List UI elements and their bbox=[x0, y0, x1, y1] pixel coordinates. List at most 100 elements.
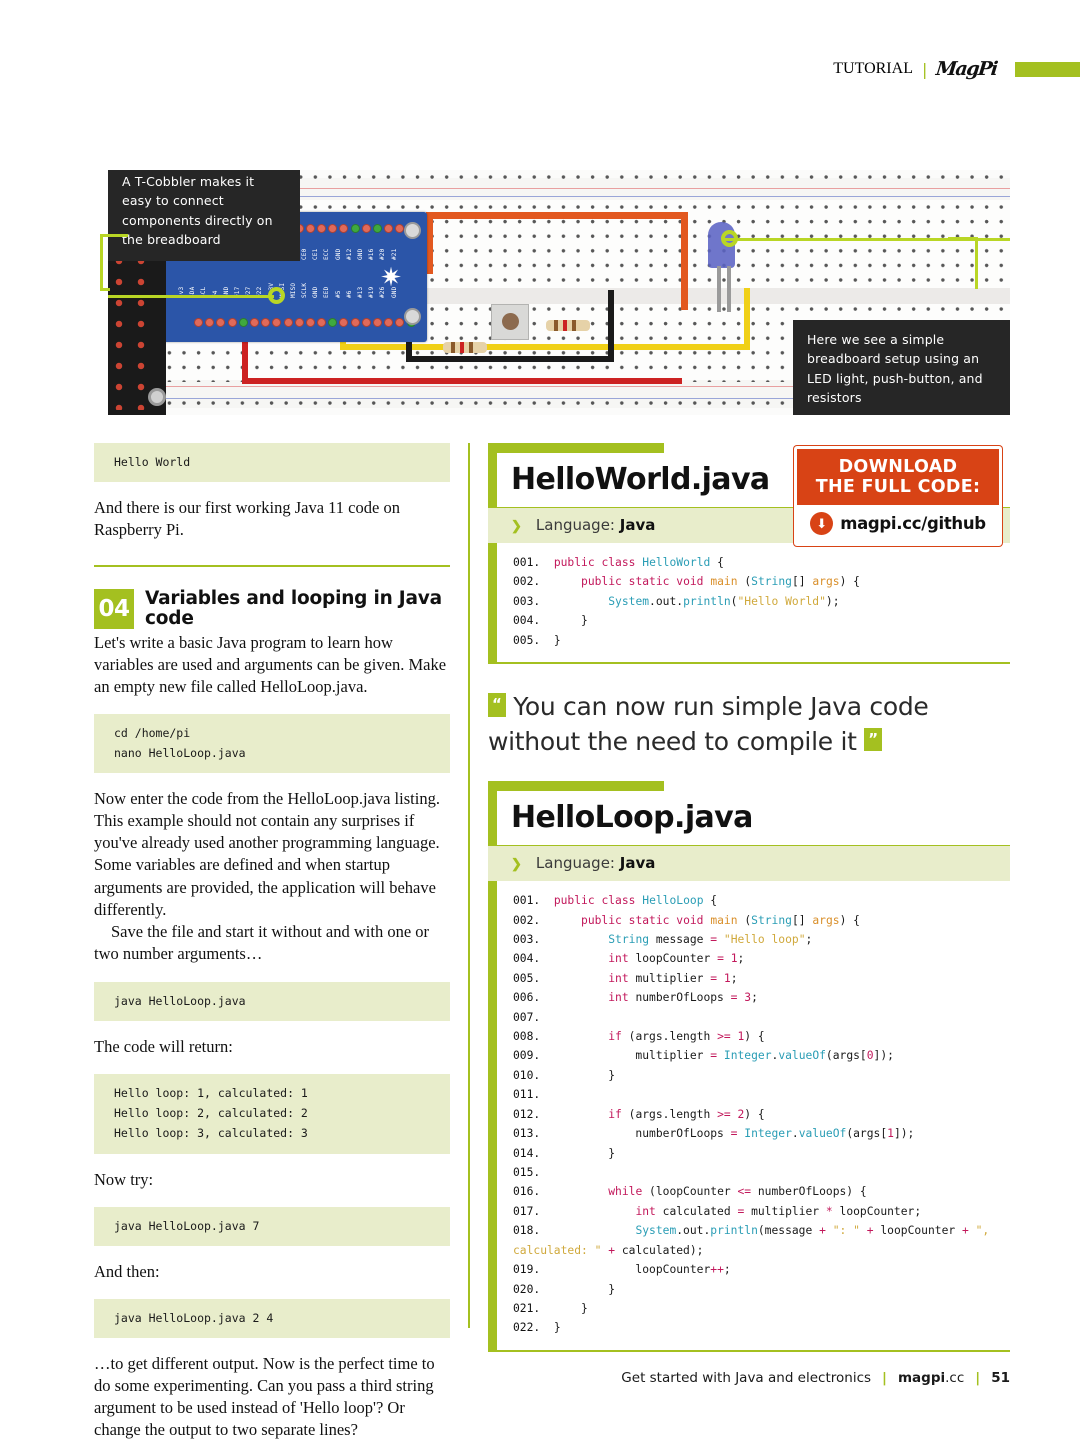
download-badge[interactable]: DOWNLOAD THE FULL CODE: ⬇ magpi.cc/githu… bbox=[794, 446, 1002, 547]
listing-left-bar-2 bbox=[488, 791, 497, 846]
wire-orange-horizontal bbox=[426, 212, 688, 219]
chevron-right-icon-2: ❯ bbox=[511, 855, 522, 871]
wire-yellow-horizontal bbox=[340, 344, 750, 350]
push-button-cap bbox=[502, 313, 519, 330]
cobbler-pin-row-bottom bbox=[194, 318, 420, 329]
page-footer: Get started with Java and electronics | … bbox=[0, 1370, 1080, 1386]
leader-line-left bbox=[108, 295, 274, 298]
command-run-helloloop-2-4: java HelloLoop.java 2 4 bbox=[94, 1298, 450, 1339]
download-title-line2: THE FULL CODE: bbox=[815, 476, 981, 497]
listing-top-tab bbox=[488, 443, 664, 453]
footer-separator-2: | bbox=[975, 1370, 981, 1386]
output-hello-loop: Hello loop: 1, calculated: 1 Hello loop:… bbox=[94, 1074, 450, 1154]
resistor-1-band-2 bbox=[563, 320, 567, 331]
language-value-label: Java bbox=[619, 516, 656, 534]
push-button bbox=[491, 304, 529, 340]
step-title: Variables and looping in Java code bbox=[145, 587, 442, 630]
wire-yellow-up bbox=[744, 288, 750, 350]
para-first-working-code: And there is our first working Java 11 c… bbox=[94, 498, 400, 540]
download-title-line1: DOWNLOAD bbox=[838, 457, 958, 477]
footer-site-rest: .cc bbox=[945, 1370, 965, 1386]
wire-black-horizontal bbox=[406, 356, 614, 362]
hole-row-rail-top bbox=[108, 174, 1010, 188]
cobbler-screw-bottom bbox=[404, 308, 421, 325]
language-prefix-label-2: Language: bbox=[535, 854, 615, 873]
step-04: 04 Variables and looping in Java code bbox=[94, 587, 450, 630]
command-run-helloloop-7: java HelloLoop.java 7 bbox=[94, 1206, 450, 1246]
listing-top-tab-2 bbox=[488, 781, 664, 792]
quote-open-icon: “ bbox=[488, 693, 506, 717]
output-hello-world: Hello World bbox=[94, 443, 450, 483]
wire-black-up bbox=[608, 290, 614, 362]
listing-helloworld: HelloWorld.java ❯ Language: Java 001. pu… bbox=[488, 443, 1010, 665]
download-icon: ⬇ bbox=[810, 512, 834, 536]
language-value-label-2: Java bbox=[619, 854, 656, 873]
right-column: HelloWorld.java ❯ Language: Java 001. pu… bbox=[488, 443, 1010, 1352]
resistor-1-band-1 bbox=[554, 320, 558, 331]
cobbler-screw-top bbox=[404, 222, 421, 239]
header-accent-bar bbox=[1015, 61, 1080, 77]
leader-bracket-right-top bbox=[948, 237, 978, 240]
wire-red-horizontal bbox=[242, 378, 682, 384]
footer-page-number: 51 bbox=[991, 1370, 1010, 1386]
para-code-will-return: The code will return: bbox=[94, 1037, 233, 1057]
footer-site-bold: magpi bbox=[897, 1370, 946, 1386]
para-save-the-file: Save the file and start it without and w… bbox=[94, 921, 430, 963]
listing-helloloop: HelloLoop.java ❯ Language: Java 001. pub… bbox=[488, 781, 1010, 1352]
header-section-label: TUTORIAL bbox=[833, 60, 913, 77]
led-leg-1 bbox=[717, 266, 721, 312]
command-nano-helloloop: cd /home/pi nano HelloLoop.java bbox=[94, 713, 450, 774]
wire-orange-down bbox=[681, 212, 688, 310]
listing-left-bar-code bbox=[488, 543, 497, 663]
footer-article-title: Get started with Java and electronics bbox=[621, 1370, 872, 1386]
adafruit-star-icon: ✷ bbox=[380, 263, 402, 292]
para-different-output: …to get different output. Now is the per… bbox=[94, 1354, 435, 1440]
callout-t-cobbler: A T-Cobbler makes it easy to connect com… bbox=[108, 170, 300, 261]
para-now-try: Now try: bbox=[94, 1169, 154, 1189]
quote-close-icon: ” bbox=[864, 727, 882, 752]
download-url-row[interactable]: ⬇ magpi.cc/github bbox=[797, 505, 999, 544]
leader-bracket-left-top bbox=[100, 234, 128, 237]
resistor-1-band-3 bbox=[572, 320, 576, 331]
code-block-helloloop: 001. public class HelloLoop {002. public… bbox=[513, 894, 997, 1335]
footer-separator-1: | bbox=[882, 1370, 887, 1386]
breadboard-photo: Adafruit T-Cobbler Plus for Raspberry Pi… bbox=[108, 170, 1010, 415]
pull-quote: “ You can now run simple Java code witho… bbox=[488, 690, 1010, 759]
magpi-logo: MagPi bbox=[935, 58, 999, 80]
resistor-2 bbox=[443, 342, 487, 353]
leader-bracket-right bbox=[975, 237, 978, 289]
column-divider bbox=[468, 443, 470, 1328]
listing-left-bar-code-2 bbox=[488, 881, 497, 1350]
step-number-badge: 04 bbox=[94, 588, 134, 629]
callout-breadboard-setup: Here we see a simple breadboard setup us… bbox=[793, 320, 1010, 415]
language-prefix-label: Language: bbox=[535, 516, 615, 534]
listing-language-helloworld: Language: Java bbox=[522, 508, 655, 543]
listing-left-bar bbox=[488, 453, 497, 507]
code-block-helloworld: 001. public class HelloWorld {002. publi… bbox=[513, 556, 860, 647]
section-rule bbox=[94, 565, 450, 567]
leader-line-right bbox=[725, 238, 1010, 241]
pull-quote-text: You can now run simple Java code without… bbox=[488, 692, 929, 756]
chevron-right-icon: ❯ bbox=[511, 517, 522, 533]
rail-line-red-bottom bbox=[108, 386, 1010, 387]
leader-endpoint-left bbox=[268, 287, 285, 304]
resistor-2-band-3 bbox=[469, 342, 473, 353]
rail-line-blue-top bbox=[108, 196, 1010, 197]
download-url-label[interactable]: magpi.cc/github bbox=[840, 514, 986, 534]
download-badge-title: DOWNLOAD THE FULL CODE: bbox=[797, 449, 999, 505]
led-leg-2 bbox=[727, 266, 731, 312]
resistor-2-band-1 bbox=[451, 342, 455, 353]
command-run-helloloop: java HelloLoop.java bbox=[94, 981, 450, 1022]
leader-endpoint-right bbox=[721, 230, 738, 247]
footer-site: magpi.cc bbox=[898, 1370, 964, 1386]
leader-bracket-left bbox=[100, 234, 103, 291]
step-body-text: Let's write a basic Java program to lear… bbox=[94, 632, 447, 696]
listing-language-helloloop: Language: Java bbox=[522, 846, 655, 881]
para-and-then: And then: bbox=[94, 1261, 160, 1281]
page-header: TUTORIAL | MagPi bbox=[0, 55, 1080, 83]
cobbler-mount-hole bbox=[148, 388, 166, 406]
resistor-1 bbox=[546, 320, 590, 331]
resistor-2-band-2 bbox=[460, 342, 464, 353]
left-column: Hello World And there is our first worki… bbox=[94, 443, 450, 1442]
listing-title-helloloop: HelloLoop.java bbox=[497, 791, 1010, 846]
